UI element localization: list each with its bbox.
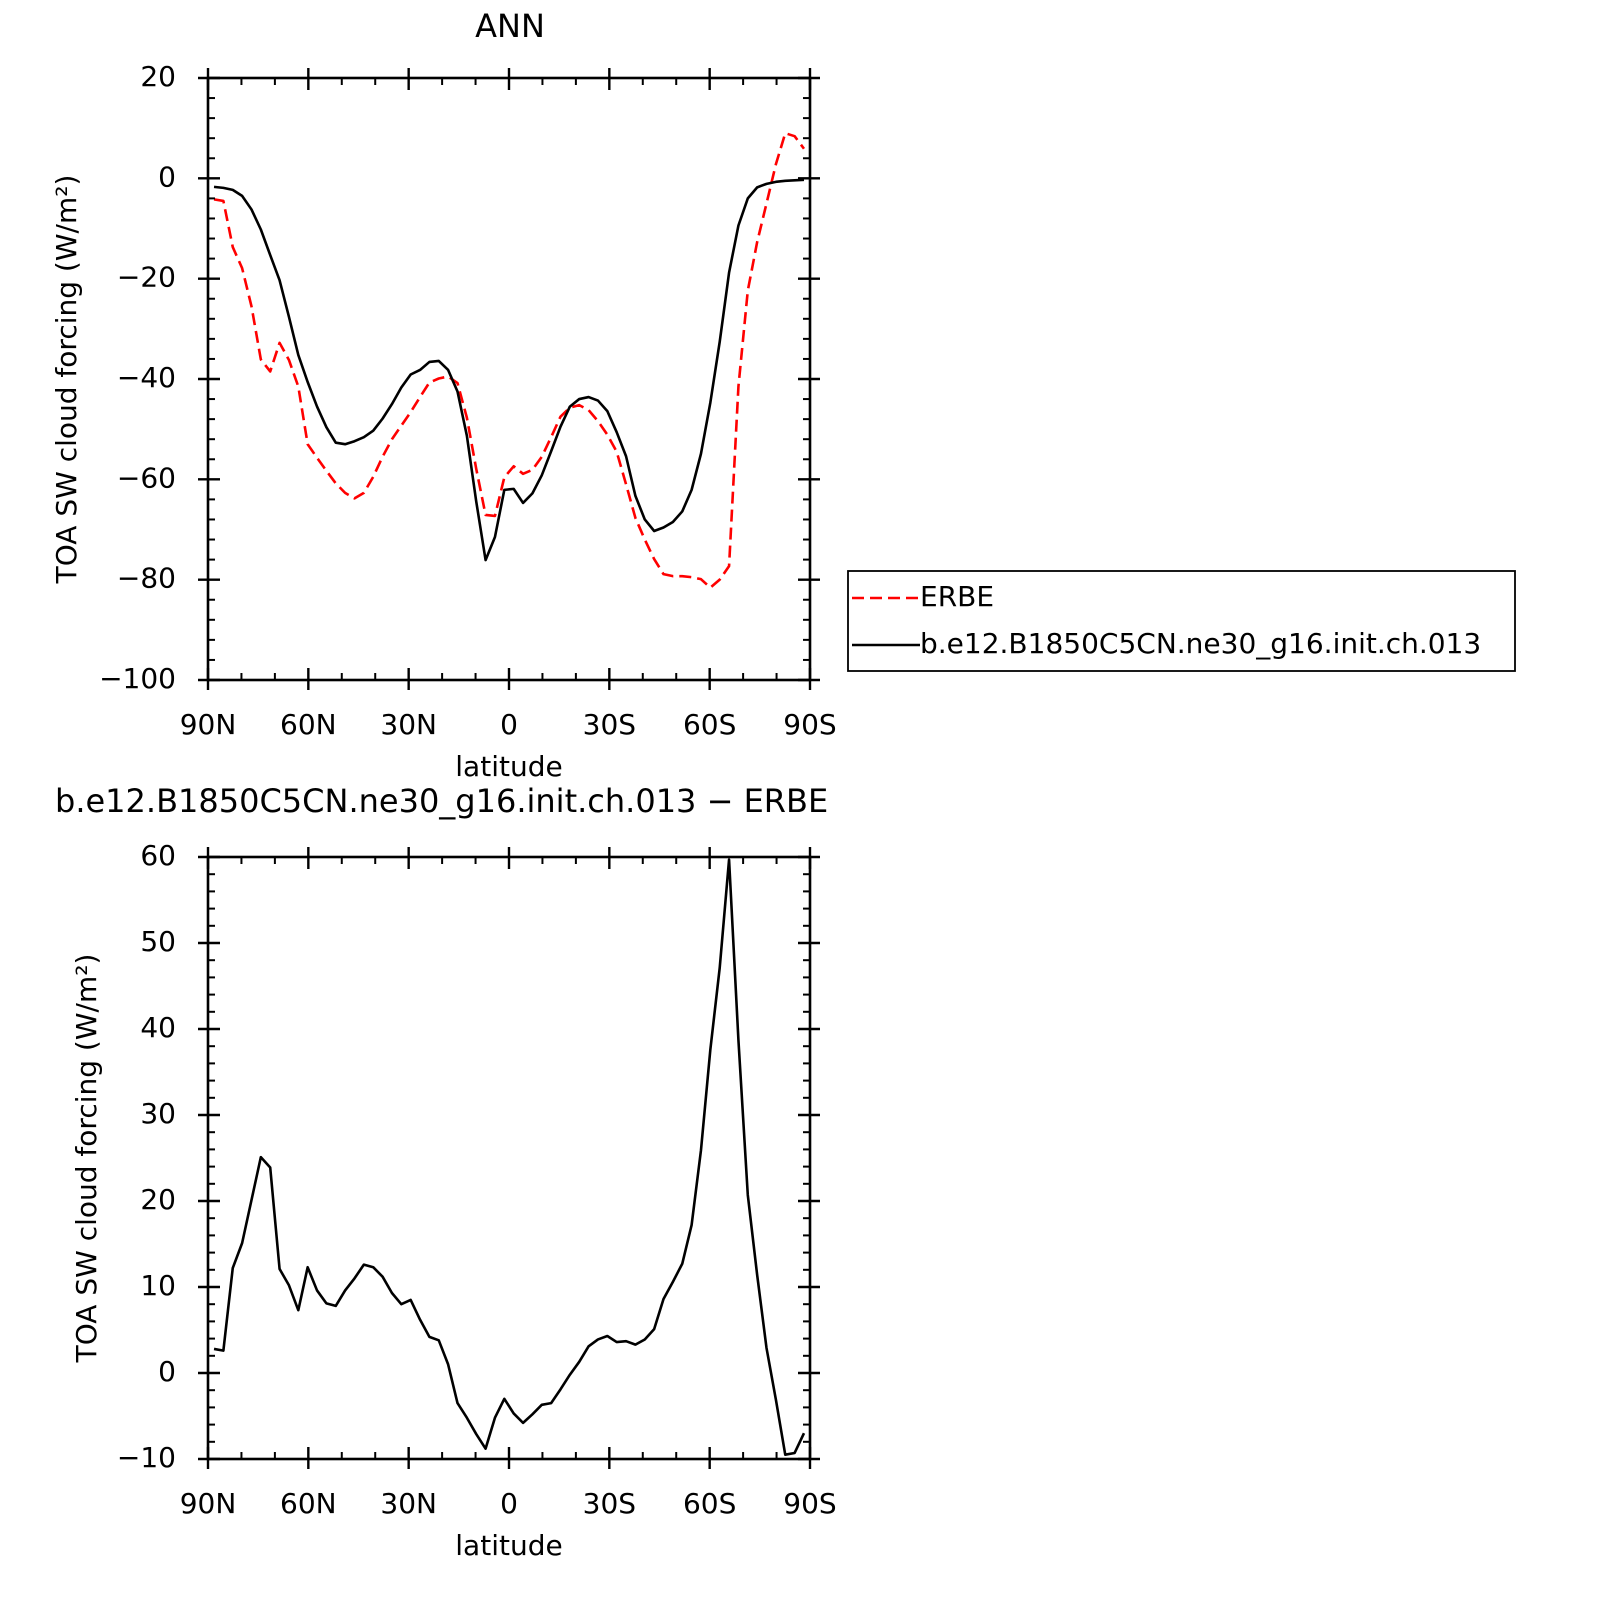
x-tick-label: 60N <box>280 708 337 741</box>
x-tick-label: 60N <box>280 1487 337 1520</box>
x-tick-label: 90N <box>180 708 237 741</box>
y-tick-label: 50 <box>140 925 176 958</box>
data-line <box>213 131 806 589</box>
x-tick-label: 60S <box>683 708 736 741</box>
x-tick-label: 0 <box>500 1487 518 1520</box>
y-tick-label: −60 <box>117 461 176 494</box>
y-tick-label: 10 <box>140 1269 176 1302</box>
y-tick-label: 60 <box>140 839 176 872</box>
x-axis-label: latitude <box>455 1529 562 1562</box>
y-tick-label: 20 <box>140 1183 176 1216</box>
x-axis-label: latitude <box>455 750 562 783</box>
x-tick-label: 90S <box>783 708 836 741</box>
y-tick-label: −100 <box>99 662 176 695</box>
data-line <box>213 858 806 1456</box>
y-tick-label: −20 <box>117 261 176 294</box>
x-tick-label: 30S <box>583 1487 636 1520</box>
x-tick-label: 0 <box>500 708 518 741</box>
y-axis-label: TOA SW cloud forcing (W/m²) <box>50 175 83 585</box>
y-tick-label: −80 <box>117 562 176 595</box>
data-line <box>213 178 805 562</box>
legend-label: ERBE <box>920 580 994 613</box>
legend-label: b.e12.B1850C5CN.ne30_g16.init.ch.013 <box>920 627 1481 660</box>
y-tick-label: 0 <box>158 1355 176 1388</box>
x-tick-label: 90S <box>783 1487 836 1520</box>
y-tick-label: −40 <box>117 361 176 394</box>
y-axis-label: TOA SW cloud forcing (W/m²) <box>70 954 103 1364</box>
x-tick-label: 90N <box>180 1487 237 1520</box>
y-tick-label: 20 <box>140 60 176 93</box>
chart-title: b.e12.B1850C5CN.ne30_g16.init.ch.013 − E… <box>55 782 828 820</box>
y-tick-label: 40 <box>140 1011 176 1044</box>
chart-title: ANN <box>475 7 545 45</box>
x-tick-label: 30S <box>583 708 636 741</box>
legend-box <box>847 570 1516 672</box>
y-tick-label: −10 <box>117 1441 176 1474</box>
x-tick-label: 60S <box>683 1487 736 1520</box>
y-tick-label: 30 <box>140 1097 176 1130</box>
y-tick-label: 0 <box>158 160 176 193</box>
x-tick-label: 30N <box>380 1487 437 1520</box>
x-tick-label: 30N <box>380 708 437 741</box>
